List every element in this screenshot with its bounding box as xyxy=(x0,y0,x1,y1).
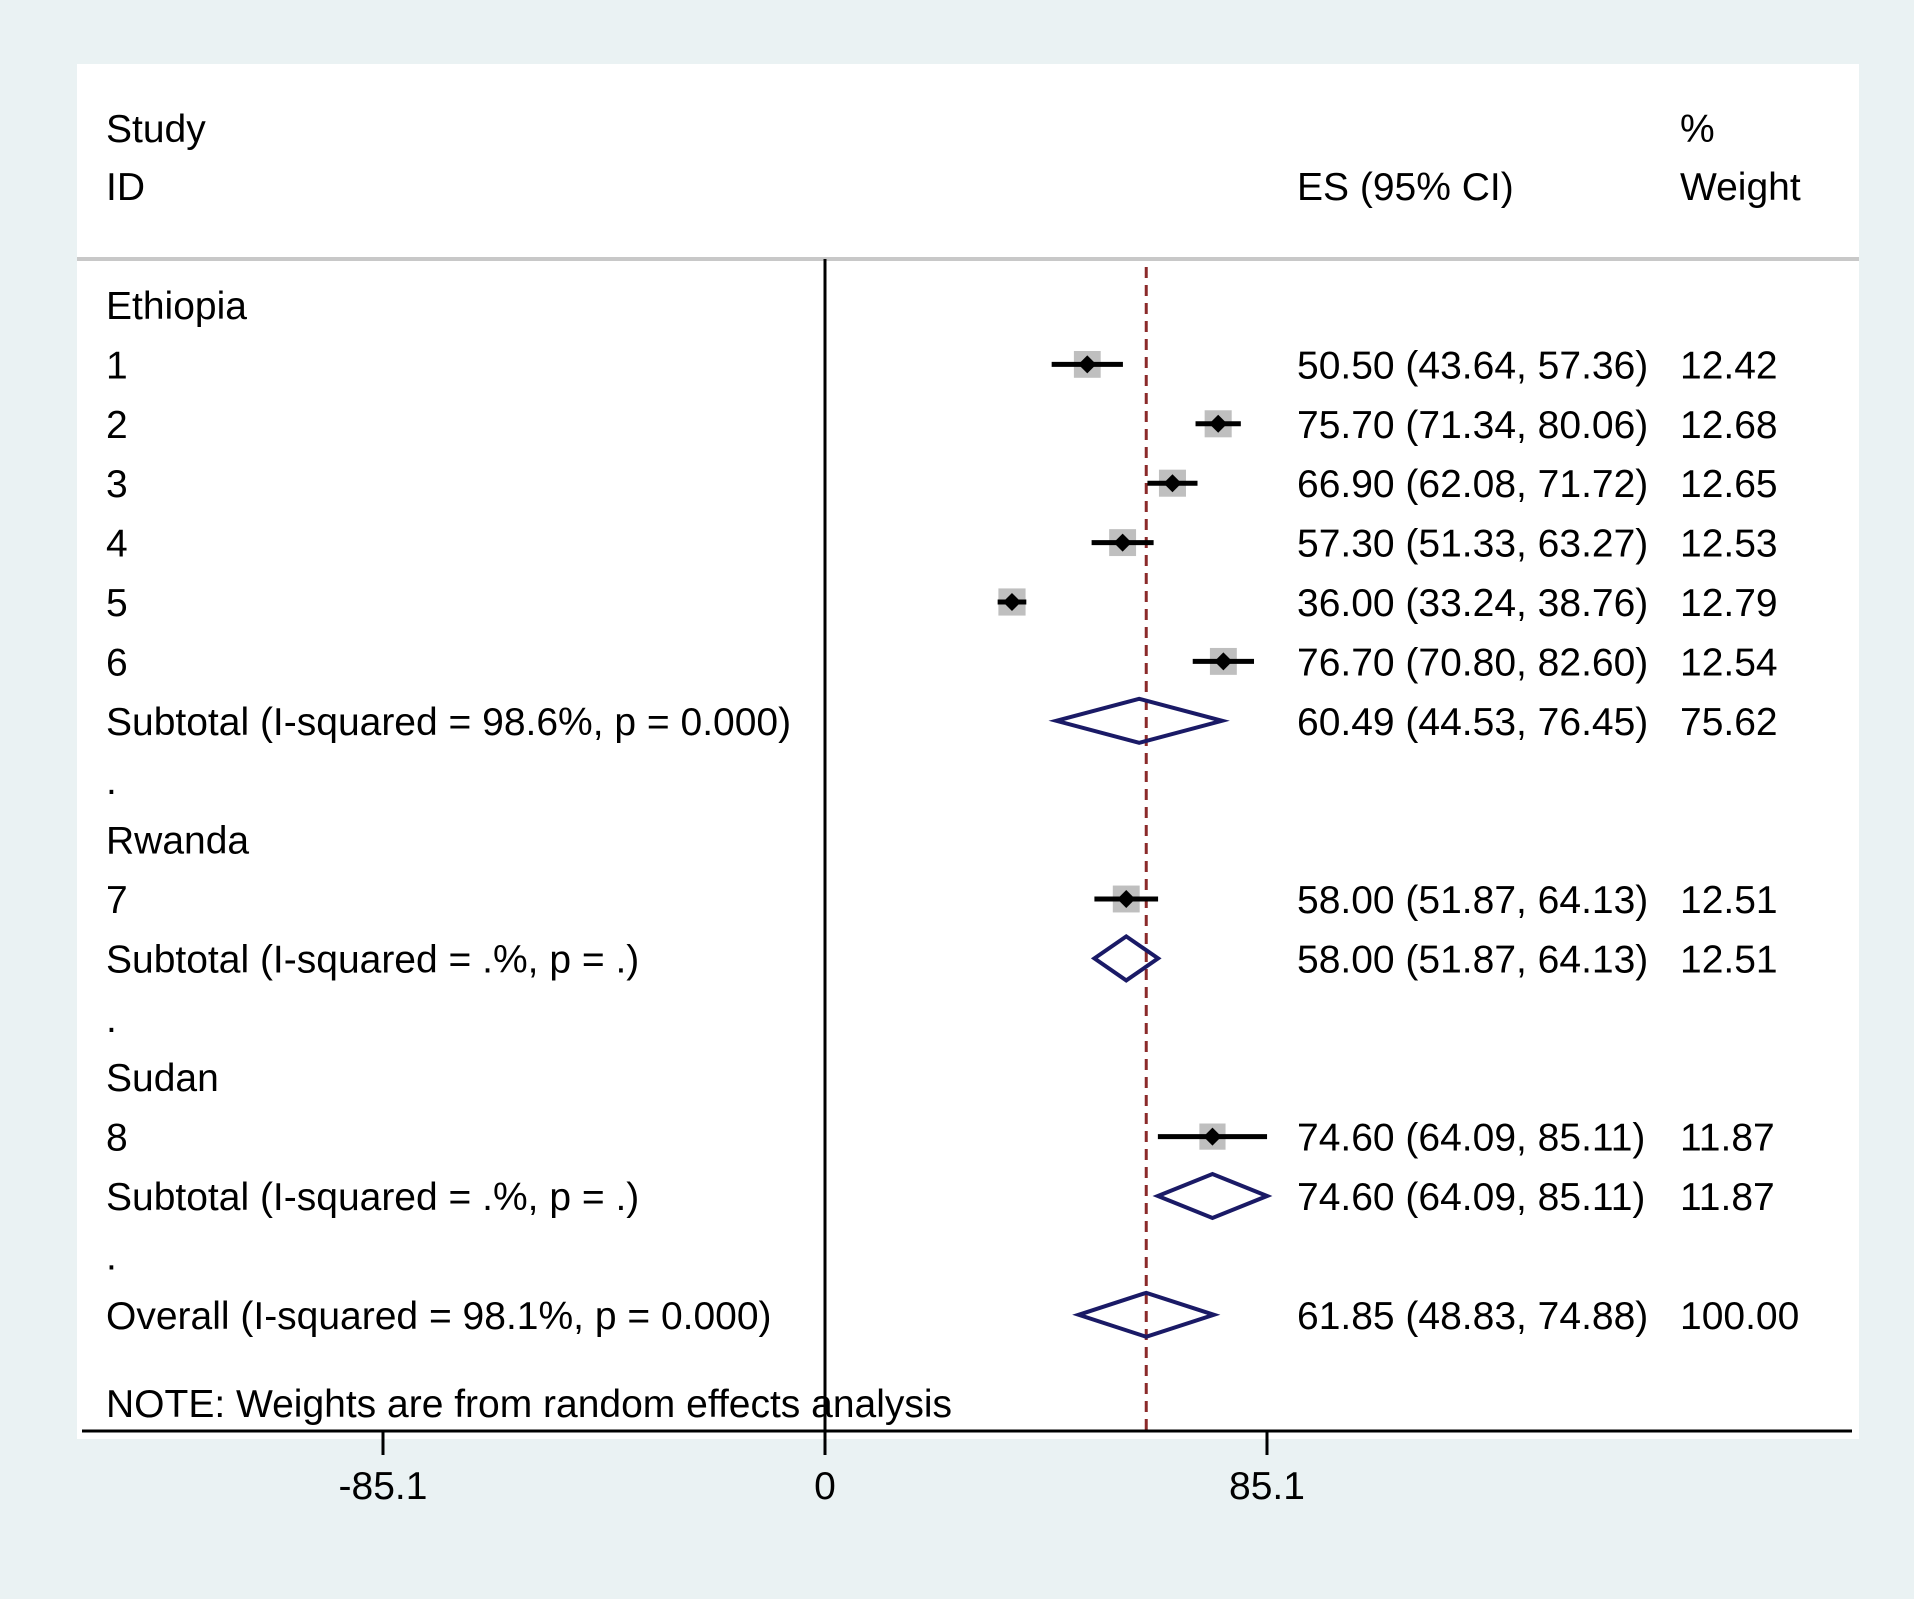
percent-header: % xyxy=(1680,108,1715,151)
weight-text: 12.53 xyxy=(1680,523,1778,566)
effect-size-text: 58.00 (51.87, 64.13) xyxy=(1297,938,1648,981)
effect-size-text: 60.49 (44.53, 76.45) xyxy=(1297,701,1648,744)
effect-size-text: 76.70 (70.80, 82.60) xyxy=(1297,641,1648,684)
point-estimate xyxy=(1203,1127,1222,1146)
study-id: 6 xyxy=(106,641,128,684)
weight-text: 75.62 xyxy=(1680,701,1778,744)
point-estimate xyxy=(1117,890,1136,908)
weight-text: 11.87 xyxy=(1680,1176,1775,1219)
effect-size-text: 50.50 (43.64, 57.36) xyxy=(1297,344,1648,387)
weight-header: Weight xyxy=(1680,166,1801,209)
x-axis: -85.1 0 85.1 xyxy=(82,1429,1852,1508)
weight-text: 11.87 xyxy=(1680,1117,1775,1160)
effect-size-text: 74.60 (64.09, 85.11) xyxy=(1297,1117,1645,1160)
point-estimate xyxy=(1113,533,1132,552)
weight-text: 12.54 xyxy=(1680,641,1778,684)
subtotal-diamond xyxy=(1152,1171,1273,1221)
group-separator: . xyxy=(106,1235,117,1278)
point-estimate xyxy=(1209,414,1228,433)
weight-text: 12.51 xyxy=(1680,938,1778,981)
study-id: 5 xyxy=(106,582,128,625)
id-header: ID xyxy=(106,166,145,209)
study-header: Study xyxy=(106,108,206,151)
es-header: ES (95% CI) xyxy=(1297,166,1514,209)
subtotal-diamond xyxy=(1048,696,1230,745)
point-estimate xyxy=(1163,474,1182,493)
effect-size-text: 75.70 (71.34, 80.06) xyxy=(1297,404,1648,447)
subtotal-label: Subtotal (I-squared = .%, p = .) xyxy=(106,938,639,981)
point-estimate xyxy=(1002,593,1021,611)
group-label: Rwanda xyxy=(106,820,249,863)
group-separator: . xyxy=(106,998,117,1041)
weight-text: 12.68 xyxy=(1680,404,1778,447)
group-label: Ethiopia xyxy=(106,285,247,328)
study-id: 1 xyxy=(106,344,128,387)
note-text: NOTE: Weights are from random effects an… xyxy=(106,1383,952,1426)
x-tick-label: 0 xyxy=(814,1465,836,1508)
x-tick-label: 85.1 xyxy=(1229,1465,1305,1508)
point-estimate xyxy=(1214,652,1233,671)
subtotal-label: Subtotal (I-squared = 98.6%, p = 0.000) xyxy=(106,701,791,744)
study-id: 8 xyxy=(106,1117,128,1160)
overall-diamond xyxy=(1072,1290,1221,1339)
weight-text: 12.79 xyxy=(1680,582,1778,625)
group-label: Sudan xyxy=(106,1057,219,1100)
overall-label: Overall (I-squared = 98.1%, p = 0.000) xyxy=(106,1295,772,1338)
weight-text: 12.65 xyxy=(1680,463,1778,506)
x-tick-label: -85.1 xyxy=(339,1465,428,1508)
rows-layer: Ethiopia 1 50.50 (43.64, 57.36) 12.42 2 75.70… xyxy=(106,259,1799,1431)
group-separator: . xyxy=(106,760,117,803)
effect-size-text: 58.00 (51.87, 64.13) xyxy=(1297,879,1648,922)
point-estimate xyxy=(1078,355,1097,374)
study-id: 4 xyxy=(106,523,128,566)
effect-size-text: 57.30 (51.33, 63.27) xyxy=(1297,523,1648,566)
effect-size-text: 74.60 (64.09, 85.11) xyxy=(1297,1176,1645,1219)
effect-size-text: 66.90 (62.08, 71.72) xyxy=(1297,463,1648,506)
study-id: 3 xyxy=(106,463,128,506)
subtotal-label: Subtotal (I-squared = .%, p = .) xyxy=(106,1176,639,1219)
study-id: 7 xyxy=(106,879,128,922)
study-id: 2 xyxy=(106,404,128,447)
weight-text: 12.51 xyxy=(1680,879,1778,922)
weight-text: 12.42 xyxy=(1680,344,1778,387)
plot-region xyxy=(77,64,1859,1439)
subtotal-diamond xyxy=(1090,933,1162,983)
effect-size-text: 61.85 (48.83, 74.88) xyxy=(1297,1295,1648,1338)
weight-text: 100.00 xyxy=(1680,1295,1799,1338)
effect-size-text: 36.00 (33.24, 38.76) xyxy=(1297,582,1648,625)
